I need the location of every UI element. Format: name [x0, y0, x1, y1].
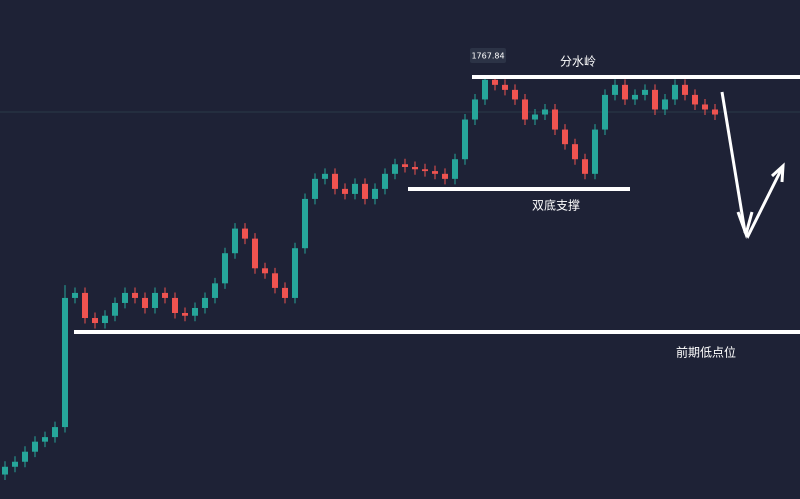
- candle-body: [412, 166, 418, 170]
- candle-body: [672, 84, 678, 100]
- candle-body: [282, 287, 288, 298]
- candle-body: [512, 89, 518, 100]
- candle-body: [182, 312, 188, 316]
- candle-body: [42, 437, 48, 442]
- candle-body: [372, 188, 378, 199]
- candle-body: [522, 99, 528, 120]
- candle-body: [142, 297, 148, 308]
- candle-body: [2, 466, 8, 475]
- candle-body: [462, 119, 468, 160]
- candle-body: [642, 89, 648, 95]
- candle-body: [92, 318, 98, 324]
- candle-body: [422, 169, 428, 172]
- candle-body: [252, 238, 258, 269]
- candle-body: [222, 253, 228, 284]
- candle-body: [682, 84, 688, 95]
- candle-body: [552, 109, 558, 130]
- candle-body: [292, 248, 298, 298]
- candle-body: [382, 173, 388, 189]
- candle-body: [622, 84, 628, 100]
- candle-body: [532, 114, 538, 120]
- candle-body: [342, 188, 348, 194]
- candle-body: [352, 183, 358, 194]
- candle-body: [592, 129, 598, 174]
- price-label: 1767.84: [471, 52, 504, 61]
- candle-body: [302, 198, 308, 249]
- candle-body: [432, 171, 438, 174]
- candle-body: [52, 427, 58, 438]
- candle-body: [392, 164, 398, 174]
- arrow-head: [770, 162, 785, 183]
- candle-body: [402, 164, 408, 167]
- arrow-head: [736, 211, 754, 239]
- price-label-box: [470, 48, 506, 63]
- candle-body: [262, 268, 268, 274]
- candle-body: [332, 173, 338, 189]
- candle-body: [152, 292, 158, 308]
- candle-body: [82, 292, 88, 319]
- candle-body: [232, 228, 238, 254]
- candle-body: [322, 173, 328, 179]
- candle-body: [702, 104, 708, 110]
- candle-body: [632, 94, 638, 100]
- candle-body: [112, 302, 118, 316]
- candle-body: [502, 84, 508, 90]
- candle-body: [242, 228, 248, 239]
- annotation: 双底支撑: [532, 198, 580, 213]
- candle-body: [452, 159, 458, 179]
- annotation: 前期低点位: [676, 345, 736, 360]
- candle-body: [172, 297, 178, 313]
- candle-body: [572, 144, 578, 160]
- candle-body: [482, 79, 488, 100]
- candle-body: [62, 297, 68, 428]
- candle-body: [72, 292, 78, 298]
- candle-body: [472, 99, 478, 120]
- candle-body: [602, 94, 608, 130]
- candle-body: [162, 292, 168, 298]
- candle-body: [202, 297, 208, 308]
- candle-body: [712, 109, 718, 115]
- candle-body: [662, 99, 668, 110]
- candle-body: [312, 178, 318, 199]
- candle-body: [12, 461, 18, 467]
- candle-body: [582, 159, 588, 174]
- candle-body: [132, 292, 138, 298]
- candle-body: [562, 129, 568, 145]
- candle-body: [652, 89, 658, 110]
- candle-body: [22, 451, 28, 462]
- candle-body: [612, 84, 618, 95]
- candle-body: [272, 273, 278, 288]
- candle-body: [542, 109, 548, 115]
- candle-body: [192, 307, 198, 316]
- candles: [2, 76, 718, 480]
- candle-body: [442, 173, 448, 179]
- candle-body: [492, 79, 498, 85]
- candle-body: [692, 94, 698, 105]
- candle-body: [102, 315, 108, 324]
- annotation: 分水岭: [560, 55, 596, 69]
- candle-body: [212, 283, 218, 298]
- candle-body: [362, 183, 368, 199]
- candle-body: [32, 441, 38, 452]
- candle-body: [122, 292, 128, 303]
